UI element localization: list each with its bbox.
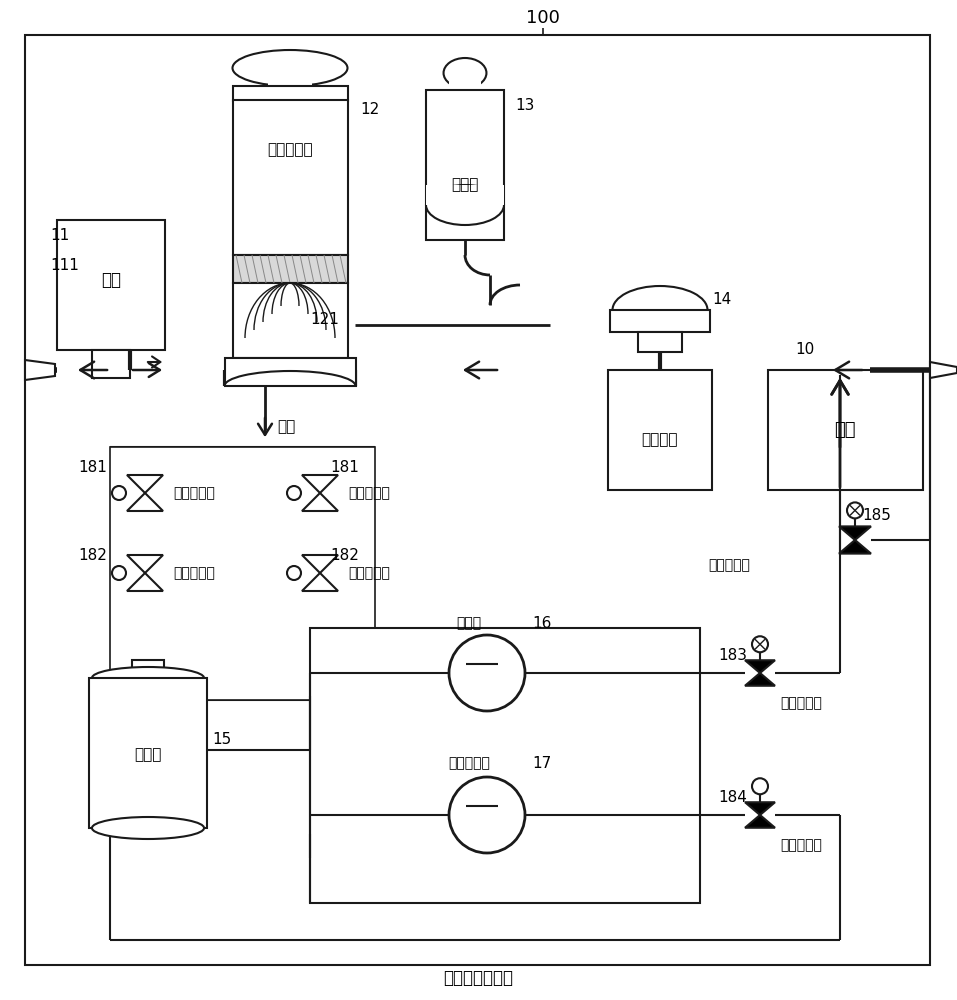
Bar xyxy=(426,90,504,240)
Text: 181: 181 xyxy=(330,460,359,476)
Text: 17: 17 xyxy=(532,756,551,770)
Ellipse shape xyxy=(233,50,347,86)
Circle shape xyxy=(847,502,863,518)
Text: 上充泵: 上充泵 xyxy=(456,616,481,630)
Text: 容控箱: 容控箱 xyxy=(134,748,162,762)
Text: 182: 182 xyxy=(330,548,359,562)
Polygon shape xyxy=(745,815,775,828)
Bar xyxy=(132,660,164,678)
Ellipse shape xyxy=(92,817,204,839)
Polygon shape xyxy=(839,540,871,554)
Text: 向主泵轴封注入: 向主泵轴封注入 xyxy=(443,969,513,987)
Polygon shape xyxy=(127,475,163,493)
Polygon shape xyxy=(302,475,338,493)
Bar xyxy=(233,283,348,358)
Polygon shape xyxy=(745,673,775,686)
Text: 100: 100 xyxy=(526,9,560,27)
Text: 184: 184 xyxy=(718,790,746,804)
Text: 185: 185 xyxy=(862,508,891,522)
Circle shape xyxy=(112,486,126,500)
Text: 下泄隔离阀: 下泄隔离阀 xyxy=(348,486,389,500)
Text: 上充: 上充 xyxy=(835,421,856,439)
Text: 上充控制阀: 上充控制阀 xyxy=(780,696,822,710)
Bar xyxy=(268,68,312,96)
Bar xyxy=(110,447,375,700)
Text: 12: 12 xyxy=(360,103,379,117)
Polygon shape xyxy=(302,555,338,573)
Bar xyxy=(610,310,710,332)
Polygon shape xyxy=(930,362,957,378)
Ellipse shape xyxy=(426,185,504,225)
Text: 15: 15 xyxy=(212,732,232,748)
Text: 下泄: 下泄 xyxy=(277,420,296,434)
Bar xyxy=(89,678,207,828)
Bar xyxy=(638,332,682,352)
Text: 11: 11 xyxy=(50,228,69,242)
Text: 182: 182 xyxy=(78,548,107,562)
Ellipse shape xyxy=(612,286,707,334)
Text: 水压试验泵: 水压试验泵 xyxy=(448,756,490,770)
Polygon shape xyxy=(127,573,163,591)
Text: 16: 16 xyxy=(532,615,551,631)
Bar xyxy=(310,628,700,903)
Text: 13: 13 xyxy=(515,98,534,112)
Circle shape xyxy=(287,566,301,580)
Polygon shape xyxy=(127,493,163,511)
Ellipse shape xyxy=(92,667,204,689)
Circle shape xyxy=(752,778,768,794)
Polygon shape xyxy=(25,360,55,380)
Ellipse shape xyxy=(443,58,486,88)
Bar xyxy=(57,220,165,350)
Text: 111: 111 xyxy=(50,257,78,272)
Text: 121: 121 xyxy=(310,312,339,328)
Bar xyxy=(233,255,348,283)
Polygon shape xyxy=(127,555,163,573)
Bar xyxy=(450,73,480,93)
Bar xyxy=(768,370,923,490)
Bar xyxy=(233,86,348,101)
Polygon shape xyxy=(302,493,338,511)
Polygon shape xyxy=(745,660,775,673)
Polygon shape xyxy=(839,526,871,540)
Text: 下泄隔离阀: 下泄隔离阀 xyxy=(173,486,215,500)
Circle shape xyxy=(287,486,301,500)
Text: 高压减压阀: 高压减压阀 xyxy=(348,566,389,580)
Circle shape xyxy=(112,566,126,580)
Text: 上充隔离阀: 上充隔离阀 xyxy=(708,558,750,572)
Circle shape xyxy=(449,777,525,853)
Bar xyxy=(225,358,356,386)
Text: 主泵: 主泵 xyxy=(101,271,121,289)
Bar xyxy=(92,350,130,378)
Polygon shape xyxy=(745,802,775,815)
Text: 10: 10 xyxy=(795,342,814,358)
Text: 压力容器: 压力容器 xyxy=(642,432,679,448)
Text: 轴封控制阀: 轴封控制阀 xyxy=(780,838,822,852)
Bar xyxy=(608,370,712,490)
Circle shape xyxy=(449,635,525,711)
Text: 高压减压阀: 高压减压阀 xyxy=(173,566,215,580)
Text: 蒸汽发生器: 蒸汽发生器 xyxy=(267,142,313,157)
Text: 稳压器: 稳压器 xyxy=(452,178,478,192)
Text: 14: 14 xyxy=(712,292,731,308)
Polygon shape xyxy=(302,573,338,591)
Text: 181: 181 xyxy=(78,460,107,476)
Text: 183: 183 xyxy=(718,648,747,662)
Bar xyxy=(233,100,348,255)
Bar xyxy=(426,185,504,205)
Circle shape xyxy=(752,636,768,652)
